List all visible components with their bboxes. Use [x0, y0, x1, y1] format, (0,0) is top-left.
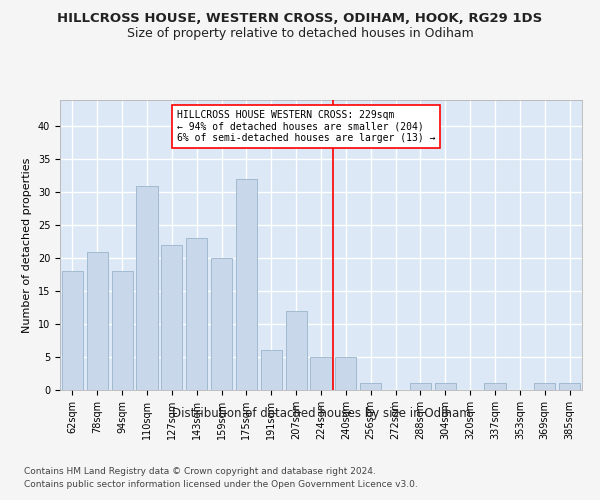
- Bar: [310, 357, 332, 390]
- Bar: [261, 350, 282, 390]
- Bar: [286, 311, 307, 390]
- Bar: [161, 245, 182, 390]
- Text: HILLCROSS HOUSE, WESTERN CROSS, ODIHAM, HOOK, RG29 1DS: HILLCROSS HOUSE, WESTERN CROSS, ODIHAM, …: [58, 12, 542, 26]
- Bar: [112, 272, 133, 390]
- Text: Contains public sector information licensed under the Open Government Licence v3: Contains public sector information licen…: [24, 480, 418, 489]
- Bar: [211, 258, 232, 390]
- Bar: [136, 186, 158, 390]
- Bar: [410, 384, 431, 390]
- Text: Distribution of detached houses by size in Odiham: Distribution of detached houses by size …: [172, 408, 470, 420]
- Bar: [534, 384, 555, 390]
- Bar: [435, 384, 456, 390]
- Bar: [87, 252, 108, 390]
- Bar: [335, 357, 356, 390]
- Text: HILLCROSS HOUSE WESTERN CROSS: 229sqm
← 94% of detached houses are smaller (204): HILLCROSS HOUSE WESTERN CROSS: 229sqm ← …: [177, 110, 436, 143]
- Text: Contains HM Land Registry data © Crown copyright and database right 2024.: Contains HM Land Registry data © Crown c…: [24, 468, 376, 476]
- Bar: [186, 238, 207, 390]
- Text: Size of property relative to detached houses in Odiham: Size of property relative to detached ho…: [127, 28, 473, 40]
- Bar: [236, 179, 257, 390]
- Bar: [559, 384, 580, 390]
- Bar: [484, 384, 506, 390]
- Bar: [62, 272, 83, 390]
- Y-axis label: Number of detached properties: Number of detached properties: [22, 158, 32, 332]
- Bar: [360, 384, 381, 390]
